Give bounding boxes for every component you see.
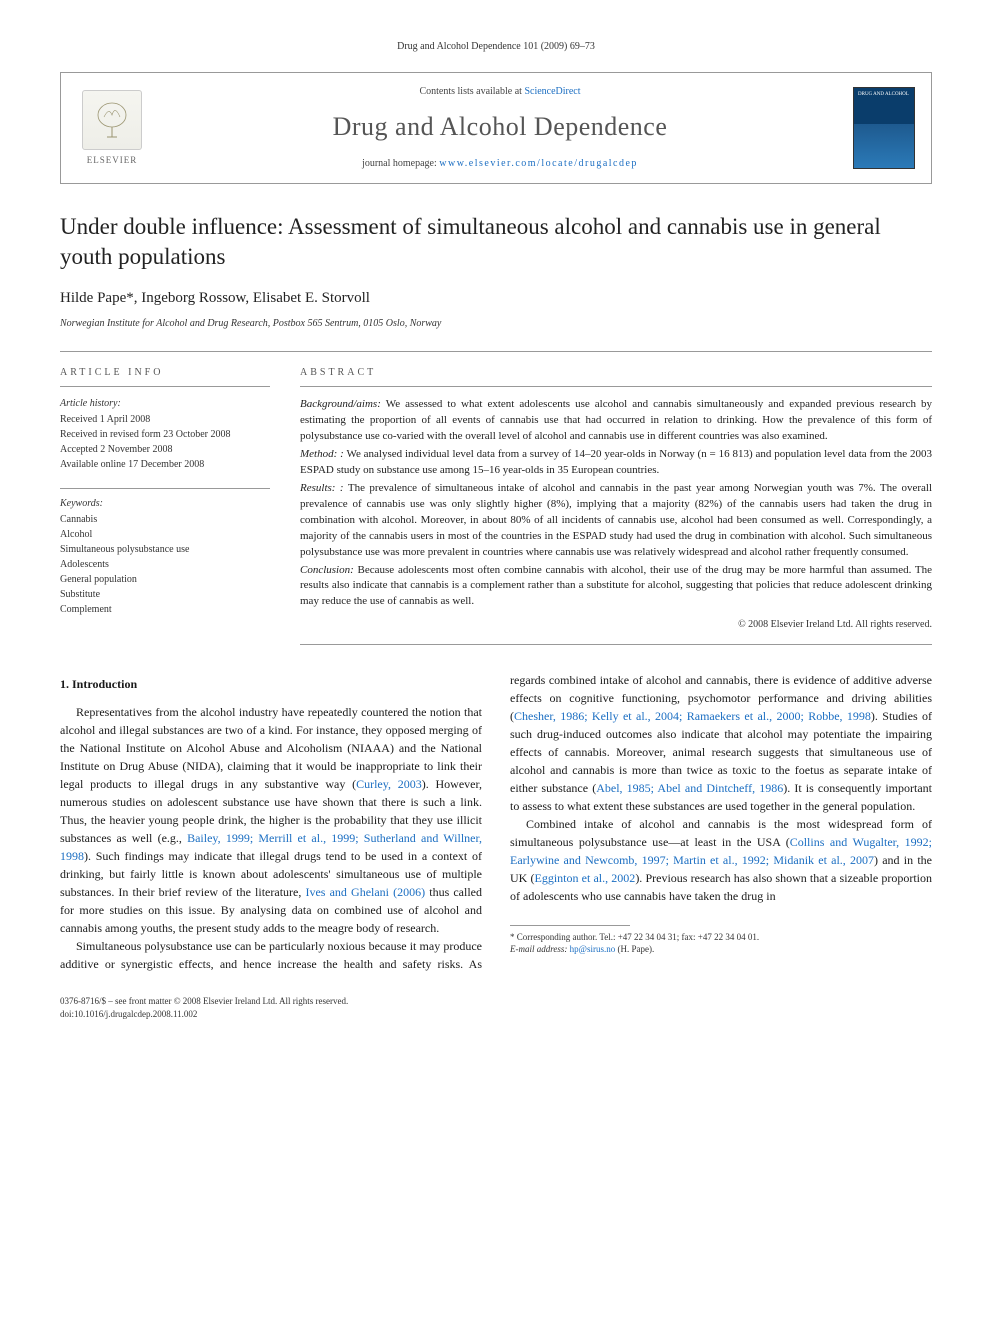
abstract-label: abstract xyxy=(300,366,932,387)
contents-line: Contents lists available at ScienceDirec… xyxy=(163,85,837,99)
keyword: Complement xyxy=(60,603,270,617)
journal-title: Drug and Alcohol Dependence xyxy=(163,109,837,145)
homepage-text: journal homepage: xyxy=(362,158,439,169)
running-header: Drug and Alcohol Dependence 101 (2009) 6… xyxy=(60,40,932,54)
citation-link[interactable]: Chesher, 1986; Kelly et al., 2004; Ramae… xyxy=(514,709,871,723)
author-list: Hilde Pape*, Ingeborg Rossow, Elisabet E… xyxy=(60,288,932,309)
history-item: Received 1 April 2008 xyxy=(60,413,270,427)
section-heading-introduction: 1. Introduction xyxy=(60,675,482,693)
publisher-logo: ELSEVIER xyxy=(77,88,147,168)
email-link[interactable]: hp@sirus.no xyxy=(570,944,616,954)
abstract-method: Method: : We analysed individual level d… xyxy=(300,447,932,479)
conclusion-label: Conclusion: xyxy=(300,564,354,576)
keyword: Substitute xyxy=(60,588,270,602)
contents-text: Contents lists available at xyxy=(419,86,524,97)
results-text: The prevalence of simultaneous intake of… xyxy=(300,482,932,558)
keyword: Cannabis xyxy=(60,513,270,527)
homepage-link[interactable]: www.elsevier.com/locate/drugalcdep xyxy=(439,158,638,169)
homepage-line: journal homepage: www.elsevier.com/locat… xyxy=(163,157,837,171)
article-info-panel: article info Article history: Received 1… xyxy=(60,366,270,645)
footer-copyright: 0376-8716/$ – see front matter © 2008 El… xyxy=(60,995,932,1008)
page-footer: 0376-8716/$ – see front matter © 2008 El… xyxy=(60,995,932,1020)
affiliation: Norwegian Institute for Alcohol and Drug… xyxy=(60,317,932,331)
citation-link[interactable]: Ives and Ghelani (2006) xyxy=(305,885,425,899)
copyright-line: © 2008 Elsevier Ireland Ltd. All rights … xyxy=(300,618,932,645)
method-text: We analysed individual level data from a… xyxy=(300,448,932,476)
journal-cover-thumbnail xyxy=(853,87,915,169)
abstract-results: Results: : The prevalence of simultaneou… xyxy=(300,481,932,561)
method-label: Method: : xyxy=(300,448,344,460)
elsevier-tree-icon xyxy=(82,90,142,150)
email-label: E-mail address: xyxy=(510,944,570,954)
conclusion-text: Because adolescents most often combine c… xyxy=(300,564,932,608)
background-label: Background/aims: xyxy=(300,398,381,410)
results-label: Results: : xyxy=(300,482,344,494)
background-text: We assessed to what extent adolescents u… xyxy=(300,398,932,442)
keywords-label: Keywords: xyxy=(60,488,270,511)
article-title: Under double influence: Assessment of si… xyxy=(60,212,932,272)
publisher-name: ELSEVIER xyxy=(87,154,138,167)
keyword: Adolescents xyxy=(60,558,270,572)
corresponding-author-footnote: * Corresponding author. Tel.: +47 22 34 … xyxy=(510,932,932,955)
article-info-label: article info xyxy=(60,366,270,387)
citation-link[interactable]: Abel, 1985; Abel and Dintcheff, 1986 xyxy=(596,781,783,795)
keyword: General population xyxy=(60,573,270,587)
history-item: Received in revised form 23 October 2008 xyxy=(60,428,270,442)
article-body: 1. Introduction Representatives from the… xyxy=(60,671,932,973)
history-item: Available online 17 December 2008 xyxy=(60,458,270,472)
citation-link[interactable]: Curley, 2003 xyxy=(356,777,422,791)
body-paragraph: Representatives from the alcohol industr… xyxy=(60,703,482,937)
abstract-background: Background/aims: We assessed to what ext… xyxy=(300,397,932,445)
email-suffix: (H. Pape). xyxy=(615,944,654,954)
abstract-conclusion: Conclusion: Because adolescents most oft… xyxy=(300,563,932,611)
footnote-email-line: E-mail address: hp@sirus.no (H. Pape). xyxy=(510,944,932,956)
history-item: Accepted 2 November 2008 xyxy=(60,443,270,457)
history-label: Article history: xyxy=(60,397,270,411)
footnote-corr: * Corresponding author. Tel.: +47 22 34 … xyxy=(510,932,932,944)
journal-masthead: ELSEVIER Contents lists available at Sci… xyxy=(60,72,932,184)
body-paragraph: Combined intake of alcohol and cannabis … xyxy=(510,815,932,905)
keyword: Simultaneous polysubstance use xyxy=(60,543,270,557)
footnote-separator xyxy=(510,925,630,926)
keyword: Alcohol xyxy=(60,528,270,542)
citation-link[interactable]: Egginton et al., 2002 xyxy=(535,871,636,885)
footer-doi: doi:10.1016/j.drugalcdep.2008.11.002 xyxy=(60,1008,932,1021)
abstract-panel: abstract Background/aims: We assessed to… xyxy=(300,366,932,645)
sciencedirect-link[interactable]: ScienceDirect xyxy=(524,86,580,97)
